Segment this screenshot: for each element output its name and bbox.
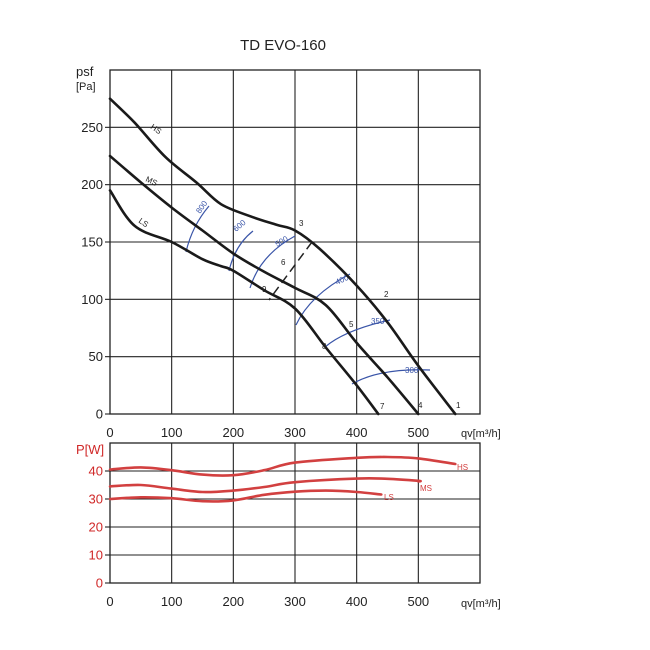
power-chart-grid xyxy=(109,442,481,584)
marker-4: 4 xyxy=(418,401,423,410)
y-tick-label: 20 xyxy=(89,520,103,535)
series-hs-line xyxy=(108,97,457,416)
marker-7: 7 xyxy=(380,402,385,411)
y-tick-label: 0 xyxy=(96,576,103,591)
y-tick-label: 100 xyxy=(81,292,103,307)
iso-label-300: 300 xyxy=(405,366,419,375)
iso-label-500: 500 xyxy=(274,234,291,249)
power-label-ls: LS xyxy=(384,493,394,502)
x-tick-label: 500 xyxy=(407,425,429,440)
pressure-chart-grid xyxy=(109,69,481,415)
marker-1: 1 xyxy=(456,401,461,410)
pressure-y-label-line1: psf xyxy=(76,64,94,79)
marker-5: 5 xyxy=(349,320,354,329)
operating-point-markers: 1 2 3 4 5 6 7 8 9 xyxy=(262,219,461,411)
x-tick-label: 100 xyxy=(161,594,183,609)
marker-2: 2 xyxy=(384,290,389,299)
x-tick-label: 300 xyxy=(284,594,306,609)
x-tick-label: 200 xyxy=(222,594,244,609)
y-tick-label: 0 xyxy=(96,407,103,422)
pressure-y-label-line2: [Pa] xyxy=(76,81,96,93)
y-tick-label: 250 xyxy=(81,120,103,135)
x-tick-label: 400 xyxy=(346,425,368,440)
series-hs-line xyxy=(108,455,457,477)
iso-label-800: 800 xyxy=(194,199,209,216)
x-tick-label: 100 xyxy=(161,425,183,440)
pressure-chart-y-ticks: 0 50 100 150 200 250 xyxy=(81,120,110,422)
pressure-x-axis-label: qv[m³/h] xyxy=(461,428,501,440)
x-tick-label: 200 xyxy=(222,425,244,440)
x-tick-label: 500 xyxy=(407,594,429,609)
chart-title: TD EVO-160 xyxy=(240,37,326,54)
marker-8: 8 xyxy=(322,342,327,351)
y-tick-label: 200 xyxy=(81,177,103,192)
iso-line-600 xyxy=(228,230,254,272)
curve-label-hs: HS xyxy=(149,122,163,136)
marker-3: 3 xyxy=(299,219,304,228)
system-curve-dashed xyxy=(268,241,313,301)
power-chart-y-ticks: 0 10 20 30 40 xyxy=(89,464,110,591)
power-curves xyxy=(108,455,457,503)
power-x-axis-label: qv[m³/h] xyxy=(461,598,501,610)
pressure-chart-x-ticks: 0 100 200 300 400 500 xyxy=(106,425,429,440)
x-tick-label: 0 xyxy=(106,425,113,440)
y-tick-label: 10 xyxy=(89,548,103,563)
series-ls-line xyxy=(108,489,383,503)
x-tick-label: 300 xyxy=(284,425,306,440)
x-tick-label: 400 xyxy=(346,594,368,609)
x-tick-label: 0 xyxy=(106,594,113,609)
y-tick-label: 50 xyxy=(89,349,103,364)
marker-6: 6 xyxy=(281,258,286,267)
power-chart-x-ticks: 0 100 200 300 400 500 xyxy=(106,594,429,609)
iso-label-600: 600 xyxy=(232,218,248,234)
power-y-axis-label: P[W] xyxy=(76,442,104,457)
iso-lines: 800 600 500 400 350 300 xyxy=(185,199,431,385)
iso-line-500 xyxy=(249,235,296,289)
y-tick-label: 30 xyxy=(89,492,103,507)
pressure-curves xyxy=(108,97,457,416)
power-label-ms: MS xyxy=(420,484,432,493)
y-tick-label: 150 xyxy=(81,235,103,250)
power-label-hs: HS xyxy=(457,463,468,472)
marker-9: 9 xyxy=(262,285,267,294)
iso-line-350 xyxy=(324,319,391,348)
iso-label-350: 350 xyxy=(371,317,385,326)
series-ls-line xyxy=(108,189,380,416)
y-tick-label: 40 xyxy=(89,464,103,479)
series-ms-line xyxy=(108,477,422,494)
iso-line-800 xyxy=(185,205,210,253)
series-ms-line xyxy=(108,154,420,416)
